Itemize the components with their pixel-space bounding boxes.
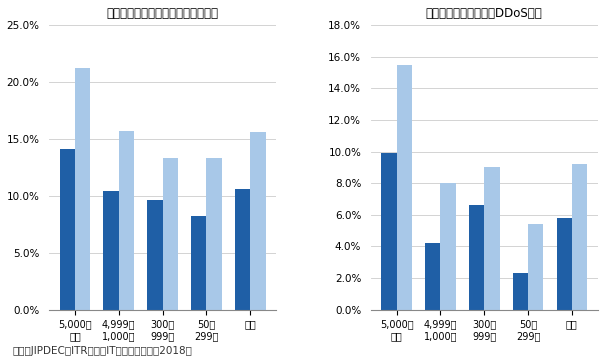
Bar	[147, 201, 163, 310]
Bar	[556, 218, 572, 310]
Bar	[528, 224, 543, 310]
Bar	[60, 149, 75, 310]
Bar	[513, 273, 528, 310]
Title: 外部からのなりすましメールの受信: 外部からのなりすましメールの受信	[107, 7, 219, 20]
Bar	[484, 167, 500, 310]
Bar	[440, 183, 456, 310]
Bar	[235, 189, 250, 310]
Title: 公開サーバ等に対するDDoS攻撃: 公開サーバ等に対するDDoS攻撃	[426, 7, 543, 20]
Bar	[206, 158, 222, 310]
Bar	[163, 158, 178, 310]
Bar	[250, 132, 265, 310]
Bar	[425, 243, 440, 310]
Bar	[103, 191, 119, 310]
Bar	[469, 205, 484, 310]
Bar	[191, 216, 206, 310]
Bar	[572, 164, 587, 310]
Bar	[381, 153, 397, 310]
Text: 出典：JIPDEC／ITR「企業IT利活用動向調査2018」: 出典：JIPDEC／ITR「企業IT利活用動向調査2018」	[12, 346, 192, 356]
Bar	[397, 65, 412, 310]
Bar	[119, 131, 134, 310]
Bar	[75, 68, 91, 310]
